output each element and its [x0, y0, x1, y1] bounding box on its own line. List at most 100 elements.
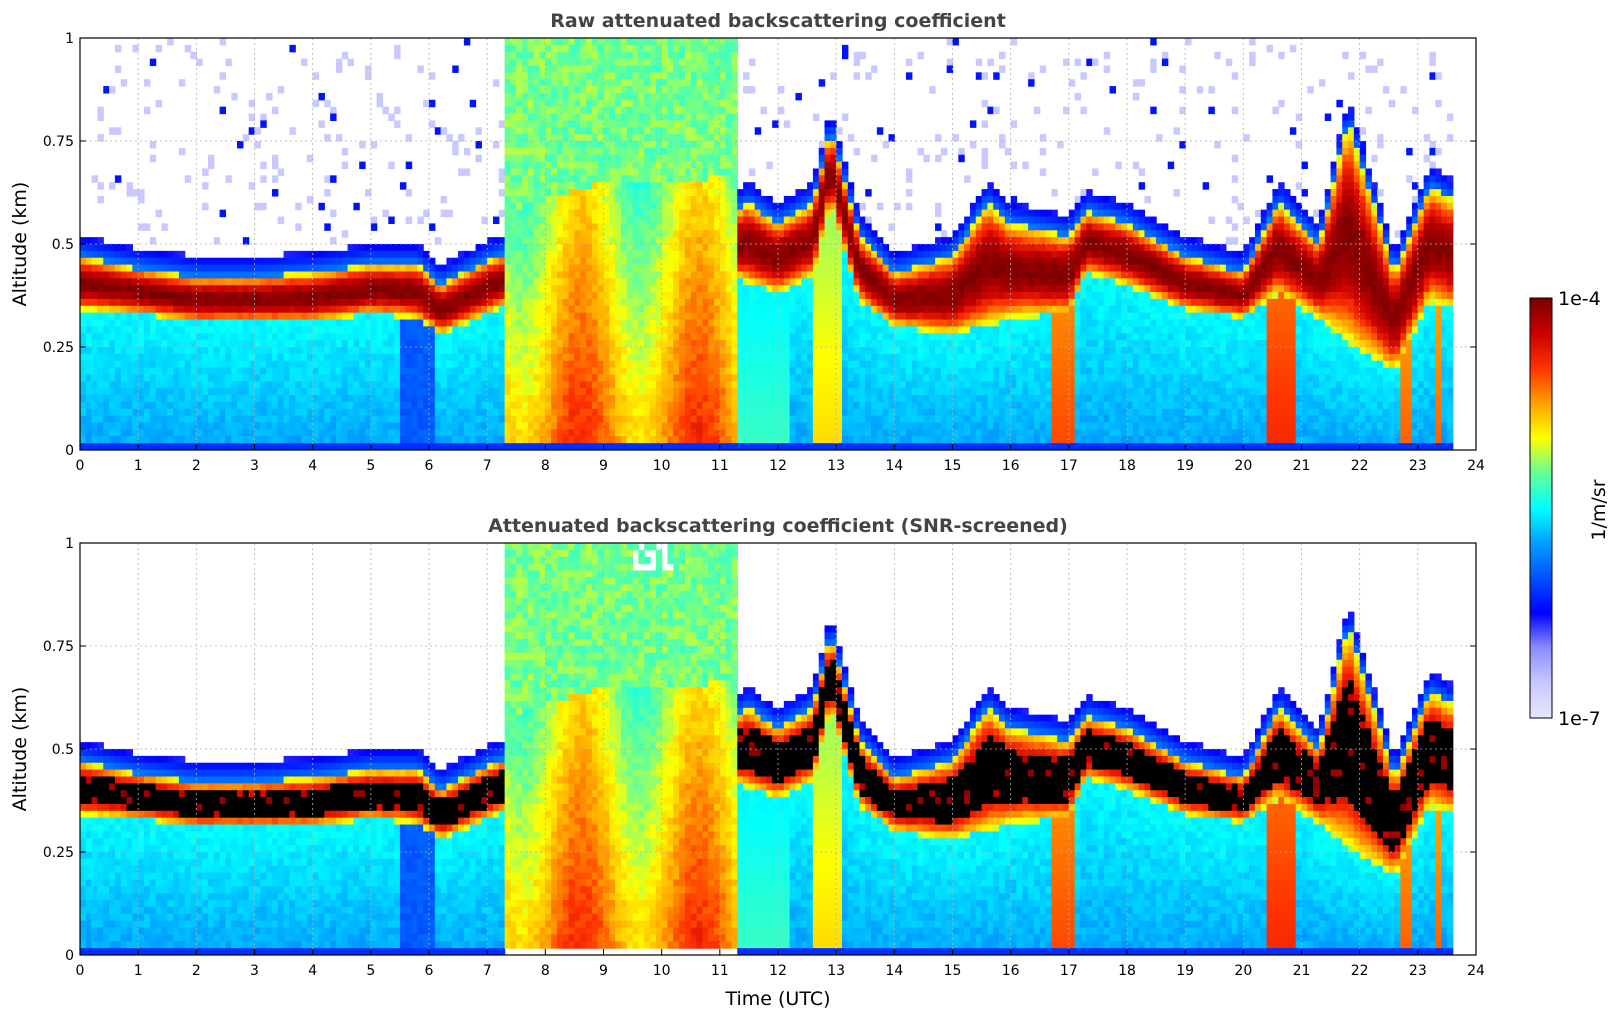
- heatmap-cell: [138, 285, 145, 293]
- heatmap-cell: [475, 401, 482, 410]
- heatmap-cell: [673, 182, 680, 190]
- heatmap-cell: [714, 51, 721, 60]
- heatmap-cell: [743, 257, 750, 266]
- heatmap-cell: [644, 168, 651, 176]
- heatmap-cell: [301, 443, 308, 450]
- heatmap-cell: [341, 285, 349, 293]
- heatmap-cell: [748, 202, 756, 211]
- heatmap-cell: [737, 326, 744, 334]
- heatmap-cell: [591, 216, 599, 224]
- heatmap-cell: [167, 443, 174, 450]
- heatmap-cell: [714, 353, 721, 362]
- heatmap-cell: [289, 374, 296, 382]
- heatmap-cell: [586, 367, 593, 376]
- heatmap-cell: [120, 285, 128, 293]
- heatmap-cell: [580, 44, 587, 53]
- heatmap-cell: [231, 388, 238, 396]
- heatmap-cell: [580, 79, 587, 87]
- heatmap-cell: [161, 340, 168, 348]
- heatmap-cell: [568, 168, 576, 176]
- heatmap-cell: [510, 92, 517, 101]
- heatmap-cell: [219, 415, 227, 424]
- heatmap-cell: [260, 360, 267, 369]
- heatmap-cell: [260, 353, 267, 362]
- heatmap-cell: [254, 326, 261, 334]
- heatmap-cell: [562, 38, 570, 46]
- heatmap-cell: [650, 237, 657, 245]
- heatmap-cell: [603, 92, 610, 101]
- heatmap-cell: [301, 374, 308, 382]
- heatmap-cell: [103, 250, 110, 259]
- heatmap-cell: [347, 401, 354, 410]
- heatmap-cell: [97, 401, 104, 410]
- heatmap-cell: [597, 134, 605, 142]
- heatmap-cell: [434, 285, 442, 293]
- heatmap-cell: [481, 244, 488, 252]
- heatmap-cell: [475, 285, 482, 293]
- heatmap-cell: [719, 182, 727, 190]
- heatmap-cell: [551, 278, 558, 286]
- heatmap-cell: [714, 86, 721, 94]
- heatmap-cell: [434, 298, 442, 307]
- heatmap-cell: [603, 230, 610, 238]
- heatmap-cell: [469, 305, 477, 314]
- heatmap-cell: [562, 298, 570, 307]
- heatmap-cell: [533, 443, 541, 450]
- heatmap-cell: [562, 264, 570, 273]
- heatmap-cell: [580, 189, 587, 197]
- heatmap-cell: [620, 353, 628, 362]
- heatmap-cell: [522, 429, 529, 437]
- heatmap-cell: [690, 182, 698, 190]
- heatmap-cell: [556, 292, 564, 300]
- heatmap-cell: [347, 408, 354, 417]
- heatmap-cell: [562, 65, 570, 73]
- heatmap-cell: [173, 285, 180, 293]
- heatmap-cell: [149, 367, 157, 376]
- heatmap-cell: [597, 319, 605, 327]
- heatmap-cell: [370, 264, 378, 273]
- heatmap-cell: [574, 353, 581, 362]
- heatmap-cell: [556, 244, 564, 252]
- heatmap-cell: [498, 326, 506, 334]
- heatmap-cell: [568, 395, 576, 403]
- heatmap-cell: [522, 127, 529, 135]
- heatmap-cell: [353, 244, 360, 252]
- heatmap-cell: [91, 257, 99, 266]
- heatmap-cell: [202, 360, 209, 369]
- heatmap-cell: [620, 79, 628, 87]
- heatmap-cell: [679, 347, 686, 355]
- heatmap-cell: [539, 408, 546, 417]
- heatmap-cell: [708, 305, 715, 314]
- heatmap-cell: [551, 257, 558, 266]
- heatmap-cell: [324, 292, 331, 300]
- heatmap-cell: [103, 443, 110, 450]
- heatmap-cell: [260, 340, 267, 348]
- heatmap-cell: [760, 401, 767, 410]
- heatmap-cell: [638, 367, 645, 376]
- heatmap-cell: [527, 264, 535, 273]
- heatmap-cell: [609, 161, 616, 170]
- heatmap-cell: [475, 408, 482, 417]
- heatmap-cell: [638, 250, 645, 259]
- heatmap-cell: [423, 319, 430, 327]
- heatmap-cell: [446, 347, 453, 355]
- heatmap-cell: [516, 189, 523, 197]
- heatmap-cell: [626, 244, 634, 252]
- heatmap-cell: [202, 395, 209, 403]
- heatmap-cell: [399, 285, 407, 293]
- heatmap-cell: [696, 154, 703, 163]
- heatmap-cell: [417, 388, 424, 396]
- heatmap-cell: [120, 408, 128, 417]
- heatmap-cell: [719, 264, 727, 273]
- heatmap-cell: [731, 326, 738, 334]
- heatmap-cell: [301, 367, 308, 376]
- heatmap-cell: [266, 264, 273, 273]
- heatmap-cell: [522, 223, 529, 231]
- heatmap-cell: [173, 271, 180, 279]
- heatmap-cell: [545, 195, 552, 204]
- heatmap-cell: [277, 347, 285, 355]
- heatmap-cell: [661, 44, 669, 53]
- heatmap-cell: [394, 285, 401, 293]
- heatmap-cell: [574, 271, 581, 279]
- heatmap-cell: [655, 401, 663, 410]
